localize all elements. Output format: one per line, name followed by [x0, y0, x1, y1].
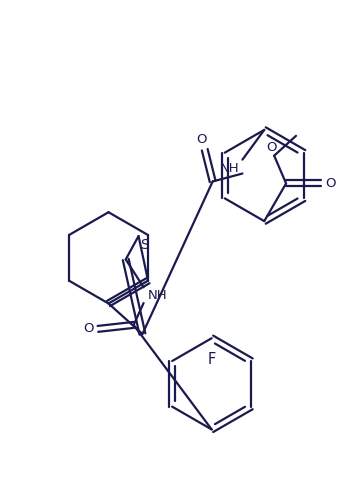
Text: NH: NH — [220, 162, 239, 174]
Text: O: O — [325, 177, 335, 190]
Text: O: O — [266, 141, 276, 154]
Text: O: O — [83, 322, 94, 336]
Text: NH: NH — [147, 289, 167, 302]
Text: S: S — [140, 238, 149, 252]
Text: O: O — [197, 133, 207, 146]
Text: F: F — [208, 352, 216, 367]
